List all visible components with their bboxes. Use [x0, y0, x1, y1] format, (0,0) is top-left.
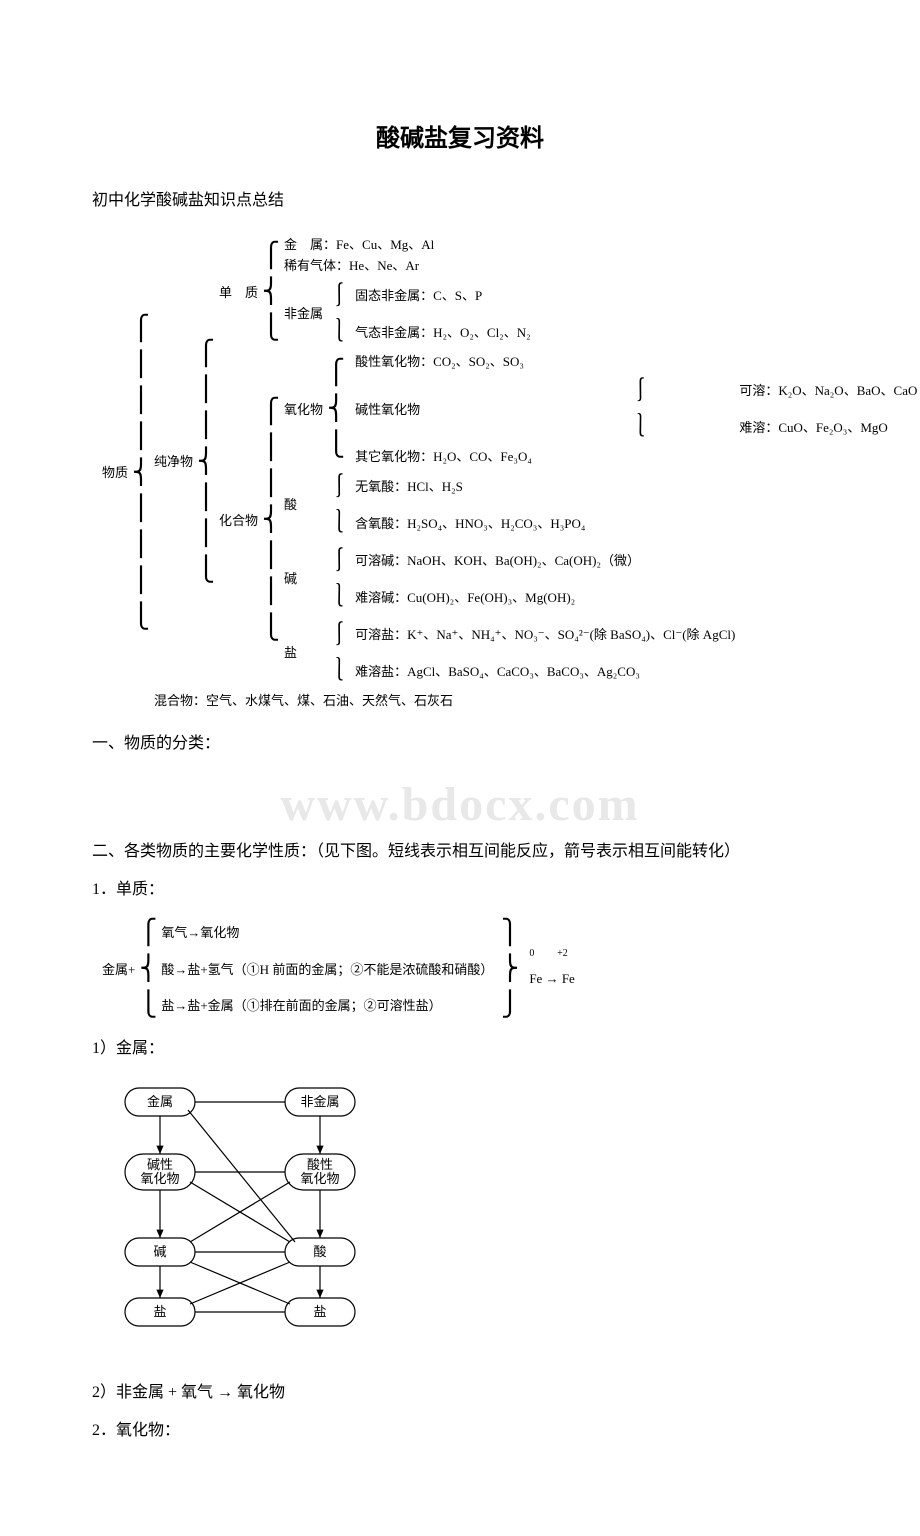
section-2-1: 1．单质：: [60, 877, 860, 903]
tree-mixture: 混合物：空气、水煤气、煤、石油、天然气、石灰石: [152, 690, 737, 712]
metal-l1: 氧气→氧化物: [159, 914, 495, 951]
tree-root: 物质: [100, 234, 130, 712]
tree-solid-nm: 固态非金属：C、S、P: [353, 277, 737, 314]
svg-text:氧化物: 氧化物: [140, 1171, 179, 1186]
tree-base-oxide: 碱性氧化物: [353, 372, 626, 446]
watermark: www.bdocx.com: [280, 767, 639, 844]
svg-text:氧化物: 氧化物: [300, 1171, 339, 1186]
tree-salt: 盐: [282, 616, 325, 690]
section-2-2: 2．氧化物：: [60, 1418, 860, 1444]
metal-reaction-tree: 金属+ ⎧⎨⎩ 氧气→氧化物 ⎧⎨⎩ 0 +2 Fe → Fe 酸→盐+氢气（①…: [100, 914, 860, 1024]
svg-text:碱性: 碱性: [147, 1157, 173, 1172]
tree-oxy-acid: 含氧酸：H₂SO₄、HNO₃、H₂CO₃、H₃PO₄: [353, 505, 737, 542]
classification-tree: 物质 ⎧⎪⎪⎪⎨⎪⎪⎪⎩ 纯净物 ⎧⎪⎪⎨⎪⎪⎩ 单 质 ⎧⎨⎩ 金 属：Fe、…: [100, 234, 860, 712]
tree-acid: 酸: [282, 468, 325, 542]
tree-compound: 化合物: [217, 351, 260, 690]
svg-text:金属: 金属: [147, 1094, 173, 1109]
tree-insoluble-salt: 难溶盐：AgCl、BaSO₄、CaCO₃、BaCO₃、Ag₂CO₃: [353, 653, 737, 690]
tree-soluble-oxide: 可溶：K₂O、Na₂O、BaO、CaO: [737, 372, 919, 409]
tree-gas-nm: 气态非金属：H₂、O₂、Cl₂、N₂: [353, 314, 737, 351]
section-1: 一、物质的分类：: [60, 731, 860, 757]
tree-acid-oxide: 酸性氧化物：CO₂、SO₂、SO₃: [353, 351, 737, 373]
metal-l2: 酸→盐+氢气（①H 前面的金属；②不能是浓硫酸和硝酸）: [159, 951, 495, 988]
tree-no-oxy-acid: 无氧酸：HCl、H₂S: [353, 468, 737, 505]
page-title: 酸碱盐复习资料: [60, 120, 860, 158]
metal-root: 金属+: [100, 914, 137, 1024]
svg-text:酸性: 酸性: [307, 1157, 333, 1172]
tree-insoluble-oxide: 难溶：CuO、Fe₂O₃、MgO: [737, 409, 919, 446]
section-2-1-1: 1）金属：: [60, 1036, 860, 1062]
tree-oxide: 氧化物: [282, 351, 325, 468]
tree-noble: 稀有气体：He、Ne、Ar: [282, 255, 737, 277]
tree-metal: 金 属：Fe、Cu、Mg、Al: [282, 234, 737, 256]
svg-text:盐: 盐: [313, 1304, 326, 1319]
sup-0: 0: [529, 948, 534, 959]
section-2: 二、各类物质的主要化学性质：（见下图。短线表示相互间能反应，箭号表示相互间能转化…: [60, 839, 860, 865]
tree-insoluble-base: 难溶碱：Cu(OH)₂、Fe(OH)₃、Mg(OH)₂: [353, 579, 737, 616]
tree-nonmetal: 非金属: [282, 277, 325, 351]
reaction-flowchart: 金属非金属碱性氧化物酸性氧化物碱酸盐盐: [100, 1082, 860, 1361]
tree-pure: 纯净物: [152, 234, 195, 690]
sup-2: +2: [557, 948, 568, 959]
tree-other-oxide: 其它氧化物：H₂O、CO、Fe₃O₄: [353, 446, 737, 468]
section-2-1-2: 2）非金属 + 氧气 → 氧化物: [60, 1380, 860, 1406]
tree-base: 碱: [282, 542, 325, 616]
svg-text:非金属: 非金属: [300, 1094, 339, 1109]
svg-text:酸: 酸: [313, 1244, 326, 1259]
svg-text:碱: 碱: [153, 1244, 166, 1259]
metal-l3: 盐→盐+金属（①排在前面的金属；②可溶性盐）: [159, 988, 495, 1025]
tree-soluble-base: 可溶碱：NaOH、KOH、Ba(OH)₂、Ca(OH)₂（微）: [353, 542, 737, 579]
tree-soluble-salt: 可溶盐：K⁺、Na⁺、NH₄⁺、NO₃⁻、SO₄²⁻(除 BaSO₄)、Cl⁻(…: [353, 616, 737, 653]
tree-simple: 单 质: [217, 234, 260, 351]
subtitle: 初中化学酸碱盐知识点总结: [60, 188, 860, 214]
metal-right: Fe → Fe: [529, 971, 575, 986]
svg-text:盐: 盐: [153, 1304, 166, 1319]
